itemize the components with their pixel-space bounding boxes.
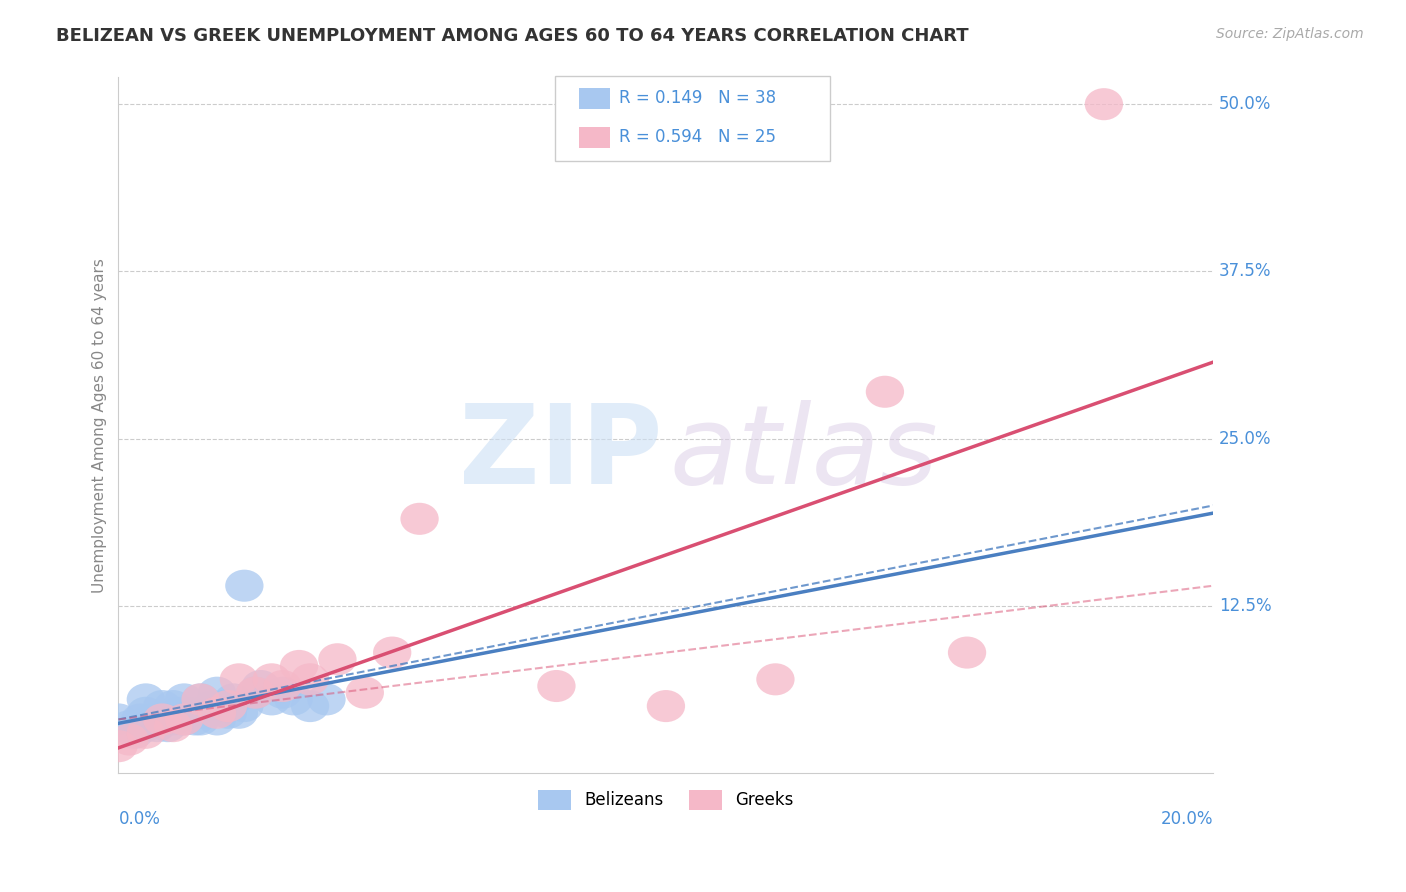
Text: 0.0%: 0.0% <box>118 811 160 829</box>
Text: 12.5%: 12.5% <box>1219 597 1271 615</box>
Text: 37.5%: 37.5% <box>1219 262 1271 280</box>
Text: 50.0%: 50.0% <box>1219 95 1271 113</box>
Text: Source: ZipAtlas.com: Source: ZipAtlas.com <box>1216 27 1364 41</box>
Text: R = 0.594   N = 25: R = 0.594 N = 25 <box>619 128 776 146</box>
Text: 25.0%: 25.0% <box>1219 430 1271 448</box>
Text: BELIZEAN VS GREEK UNEMPLOYMENT AMONG AGES 60 TO 64 YEARS CORRELATION CHART: BELIZEAN VS GREEK UNEMPLOYMENT AMONG AGE… <box>56 27 969 45</box>
Text: ZIP: ZIP <box>460 400 662 507</box>
Text: 20.0%: 20.0% <box>1161 811 1213 829</box>
Text: R = 0.149   N = 38: R = 0.149 N = 38 <box>619 89 776 107</box>
Y-axis label: Unemployment Among Ages 60 to 64 years: Unemployment Among Ages 60 to 64 years <box>93 258 107 592</box>
Legend: Belizeans, Greeks: Belizeans, Greeks <box>531 783 800 817</box>
Text: atlas: atlas <box>669 400 938 507</box>
